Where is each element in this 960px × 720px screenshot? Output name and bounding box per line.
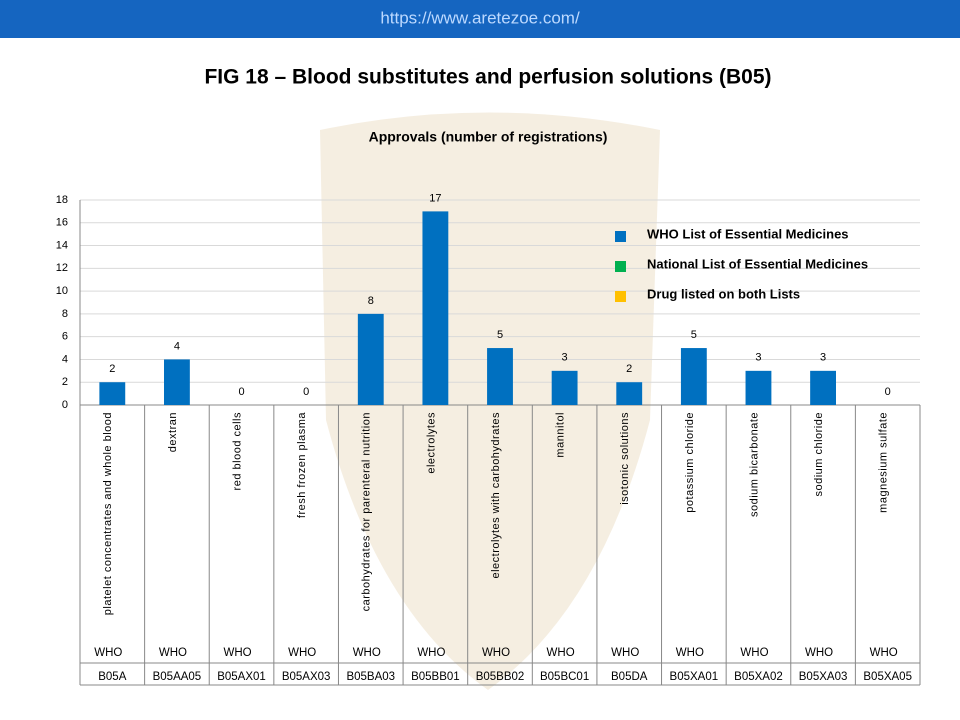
- list-label: WHO: [611, 647, 639, 659]
- bar: [616, 382, 643, 405]
- legend-label: National List of Essential Medicines: [647, 256, 868, 271]
- bar: [164, 359, 190, 405]
- y-tick-label: 10: [56, 285, 68, 297]
- bar: [551, 370, 578, 405]
- list-label: WHO: [353, 647, 381, 659]
- x-tick-label: fresh frozen plasma: [296, 412, 308, 518]
- x-tick-label: dextran: [167, 412, 179, 452]
- data-label: 2: [626, 363, 632, 375]
- list-label: WHO: [676, 647, 704, 659]
- x-tick-label: magnesium sulfate: [878, 412, 890, 513]
- data-label: 3: [755, 352, 761, 364]
- data-label: 8: [368, 295, 374, 307]
- y-tick-label: 0: [62, 399, 68, 411]
- bar: [680, 348, 707, 405]
- code-label: B05BB01: [411, 671, 460, 683]
- code-label: B05XA03: [799, 671, 848, 683]
- list-label: WHO: [740, 647, 768, 659]
- data-label: 0: [303, 386, 309, 398]
- list-label: WHO: [159, 647, 187, 659]
- x-tick-label: sodium bicarbonate: [748, 412, 760, 517]
- legend-label: WHO List of Essential Medicines: [647, 226, 849, 241]
- data-label: 5: [691, 329, 697, 341]
- code-label: B05BA03: [346, 671, 395, 683]
- code-label: B05AX01: [217, 671, 266, 683]
- code-label: B05XA01: [670, 671, 719, 683]
- y-tick-label: 12: [56, 262, 68, 274]
- data-label: 4: [174, 340, 180, 352]
- banner: [0, 0, 960, 38]
- bar: [745, 370, 772, 405]
- list-label: WHO: [805, 647, 833, 659]
- y-tick-label: 4: [62, 353, 68, 365]
- data-label: 5: [497, 329, 503, 341]
- y-tick-label: 6: [62, 331, 68, 343]
- legend-label: Drug listed on both Lists: [647, 286, 800, 301]
- x-tick-label: isotonic solutions: [619, 412, 631, 505]
- data-label: 0: [885, 386, 891, 398]
- data-label: 0: [238, 386, 244, 398]
- chart-title: Approvals (number of registrations): [369, 129, 608, 145]
- list-label: WHO: [288, 647, 316, 659]
- list-label: WHO: [223, 647, 251, 659]
- code-label: B05A: [98, 671, 126, 683]
- url[interactable]: https://www.aretezoe.com/: [380, 8, 580, 27]
- list-label: WHO: [482, 647, 510, 659]
- list-label: WHO: [547, 647, 575, 659]
- data-label: 3: [820, 352, 826, 364]
- code-label: B05BC01: [540, 671, 589, 683]
- list-label: WHO: [417, 647, 445, 659]
- bar: [357, 313, 384, 405]
- x-tick-label: mannitol: [555, 412, 567, 458]
- page-title: FIG 18 – Blood substitutes and perfusion…: [204, 66, 771, 89]
- data-label: 2: [109, 363, 115, 375]
- x-tick-label: carbohydrates for parenteral nutrition: [361, 412, 373, 611]
- bar: [99, 382, 126, 405]
- x-tick-label: electrolytes: [425, 412, 437, 474]
- x-tick-label: red blood cells: [231, 412, 243, 490]
- bar: [422, 211, 449, 405]
- list-label: WHO: [94, 647, 122, 659]
- list-label: WHO: [870, 647, 898, 659]
- y-tick-label: 16: [56, 217, 68, 229]
- code-label: B05AX03: [282, 671, 331, 683]
- x-tick-label: sodium chloride: [813, 412, 825, 497]
- x-tick-label: electrolytes with carbohydrates: [490, 412, 502, 579]
- x-tick-label: potassium chloride: [684, 412, 696, 513]
- code-label: B05AA05: [153, 671, 202, 683]
- legend-swatch: [615, 231, 626, 242]
- legend-swatch: [615, 261, 626, 272]
- bar: [810, 370, 836, 405]
- legend-swatch: [615, 291, 626, 302]
- code-label: B05XA05: [863, 671, 912, 683]
- code-label: B05XA02: [734, 671, 783, 683]
- y-tick-label: 8: [62, 308, 68, 320]
- y-tick-label: 18: [56, 194, 68, 206]
- y-tick-label: 2: [62, 376, 68, 388]
- bar: [487, 348, 513, 405]
- y-tick-label: 14: [56, 239, 68, 251]
- data-label: 17: [429, 192, 441, 204]
- data-label: 3: [562, 352, 568, 364]
- code-label: B05BB02: [476, 671, 525, 683]
- code-label: B05DA: [611, 671, 648, 683]
- x-tick-label: platelet concentrates and whole blood: [102, 412, 114, 615]
